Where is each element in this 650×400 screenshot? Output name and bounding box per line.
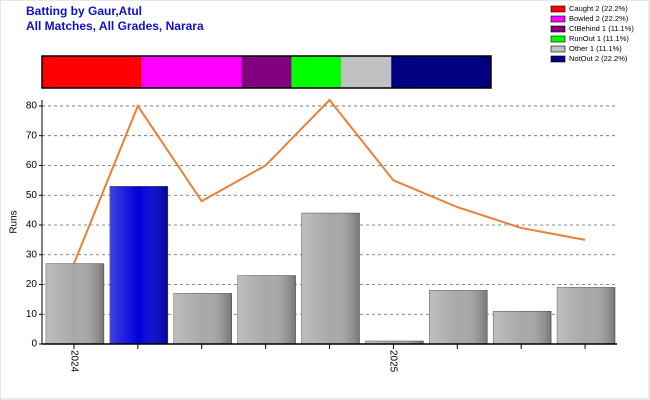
y-tick-label: 70 xyxy=(26,130,38,141)
dismissal-segment xyxy=(241,56,292,88)
y-tick-label: 60 xyxy=(26,160,38,171)
x-tick-label: 2024 xyxy=(68,350,79,373)
bar-shade xyxy=(109,186,168,344)
y-tick-label: 50 xyxy=(26,190,38,201)
bar-shade xyxy=(237,275,296,344)
x-tick-label: 2025 xyxy=(388,350,399,373)
dismissal-segment xyxy=(391,56,491,88)
legend-label: Other 1 (11.1%) xyxy=(569,44,622,53)
y-tick-label: 20 xyxy=(26,279,38,290)
legend-label: Caught 2 (22.2%) xyxy=(569,4,628,13)
legend-swatch xyxy=(550,35,566,43)
legend-label: NotOut 2 (22.2%) xyxy=(569,54,628,63)
dismissal-segment xyxy=(341,56,392,88)
legend-swatch xyxy=(550,15,566,23)
bar-shade xyxy=(557,287,615,344)
y-tick-label: 30 xyxy=(26,249,38,260)
chart-title: Batting by Gaur,Atul xyxy=(26,4,142,18)
y-tick-label: 10 xyxy=(26,309,38,320)
legend-swatch xyxy=(550,45,566,53)
legend-swatch xyxy=(550,25,566,33)
legend-label: Bowled 2 (22.2%) xyxy=(569,14,629,23)
legend-label: CtBehind 1 (11.1%) xyxy=(569,24,634,33)
bar-shade xyxy=(429,290,488,344)
y-tick-label: 0 xyxy=(31,339,37,350)
bar-shade xyxy=(46,263,104,344)
bar-shade xyxy=(173,293,232,344)
dismissal-segment xyxy=(42,56,142,88)
legend-label: RunOut 1 (11.1%) xyxy=(569,34,629,43)
legend-swatch xyxy=(550,5,566,13)
y-tick-label: 40 xyxy=(26,220,38,231)
line xyxy=(73,98,586,265)
y-axis-label: Runs xyxy=(9,210,20,233)
dismissal-frame xyxy=(41,55,492,89)
bar-shade xyxy=(301,213,360,344)
y-tick-label: 80 xyxy=(26,101,38,112)
legend-swatch xyxy=(550,55,566,63)
chart-subtitle: All Matches, All Grades, Narara xyxy=(26,19,204,33)
bar-shade xyxy=(493,311,552,344)
bar-shade xyxy=(365,341,424,344)
dismissal-segment xyxy=(291,56,342,88)
dismissal-segment xyxy=(141,56,242,88)
